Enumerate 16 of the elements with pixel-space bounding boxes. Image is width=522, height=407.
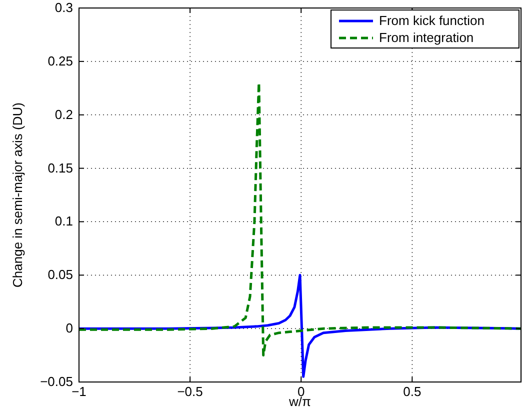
y-tick-label: 0.2 [54, 106, 73, 122]
y-tick-label: 0.15 [48, 160, 73, 176]
y-tick-label: −0.05 [40, 374, 73, 389]
legend-label: From kick function [379, 13, 484, 28]
y-tick-label: 0.25 [48, 53, 73, 68]
x-tick-label: 0.5 [403, 384, 422, 399]
y-tick-label: 0 [66, 320, 73, 336]
x-tick-label: −1 [72, 384, 86, 399]
y-axis-title: Change in semi-major axis (DU) [10, 102, 25, 288]
x-tick-label: 0 [297, 384, 305, 399]
y-tick-label: 0.1 [54, 214, 73, 229]
legend-label: From integration [379, 30, 474, 45]
y-tick-label: 0.05 [48, 267, 73, 282]
x-tick-label: −0.5 [177, 384, 203, 399]
y-tick-label: 0.3 [54, 0, 73, 15]
line-series [79, 82, 521, 357]
